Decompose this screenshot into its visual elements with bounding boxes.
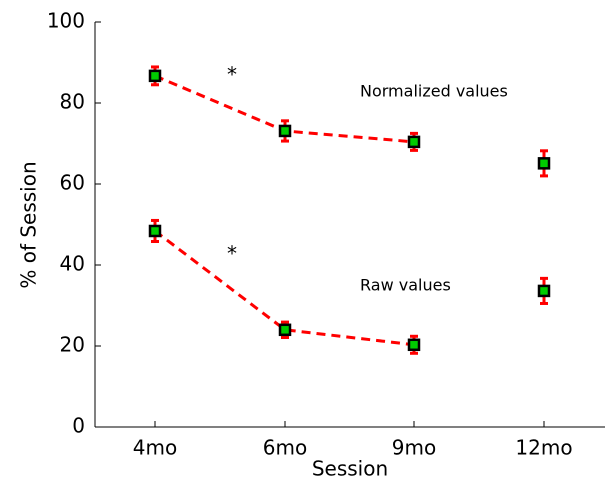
y-tick-label: 60 bbox=[60, 171, 85, 195]
series-label: Raw values bbox=[360, 276, 451, 295]
y-tick-label: 40 bbox=[60, 252, 85, 276]
annotation: * bbox=[227, 242, 237, 266]
x-axis-label: Session bbox=[312, 457, 388, 481]
x-tick-label: 9mo bbox=[392, 436, 436, 460]
marker bbox=[537, 284, 551, 298]
x-tick-label: 4mo bbox=[133, 436, 177, 460]
x-tick-label: 6mo bbox=[263, 436, 307, 460]
annotation: * bbox=[227, 63, 237, 87]
marker bbox=[148, 224, 162, 238]
y-tick-label: 0 bbox=[72, 414, 85, 438]
y-tick-label: 80 bbox=[60, 90, 85, 114]
marker bbox=[278, 124, 292, 138]
series-label: Normalized values bbox=[360, 82, 508, 101]
marker bbox=[407, 338, 421, 352]
y-axis-label: % of Session bbox=[17, 161, 41, 288]
y-tick-label: 100 bbox=[47, 9, 85, 33]
marker bbox=[148, 69, 162, 83]
x-tick-label: 12mo bbox=[515, 436, 572, 460]
marker bbox=[278, 323, 292, 337]
marker bbox=[537, 157, 551, 170]
marker bbox=[407, 135, 421, 149]
y-tick-label: 20 bbox=[60, 333, 85, 357]
